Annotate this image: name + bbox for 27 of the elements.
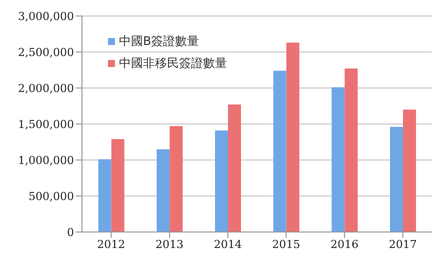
legend-label: 中國B簽證數量: [119, 33, 200, 50]
x-tick-label: 2014: [214, 238, 242, 251]
bar: [390, 126, 403, 232]
bar: [215, 130, 228, 232]
bar: [228, 104, 241, 232]
y-tick-label: 1,000,000: [18, 154, 74, 167]
x-tick-label: 2012: [97, 238, 126, 251]
bar: [170, 126, 183, 232]
bar: [273, 70, 286, 232]
y-tick-label: 3,000,000: [18, 10, 74, 23]
x-tick-label: 2016: [330, 238, 358, 251]
y-tick-label: 500,000: [28, 190, 74, 203]
y-tick-label: 0: [67, 226, 74, 239]
legend-label: 中國非移民簽證數量: [119, 55, 227, 72]
x-tick-label: 2017: [388, 238, 417, 251]
x-tick-label: 2013: [156, 238, 184, 251]
bar: [156, 149, 170, 232]
bar: [332, 87, 345, 232]
bar: [403, 110, 416, 232]
y-tick-label: 2,500,000: [18, 46, 74, 59]
bar: [286, 42, 300, 232]
y-tick-label: 1,500,000: [18, 118, 74, 131]
bar: [98, 159, 112, 232]
bar: [111, 139, 124, 232]
y-tick-label: 2,000,000: [18, 82, 74, 95]
bar: [344, 68, 358, 232]
x-tick-label: 2015: [272, 238, 300, 251]
